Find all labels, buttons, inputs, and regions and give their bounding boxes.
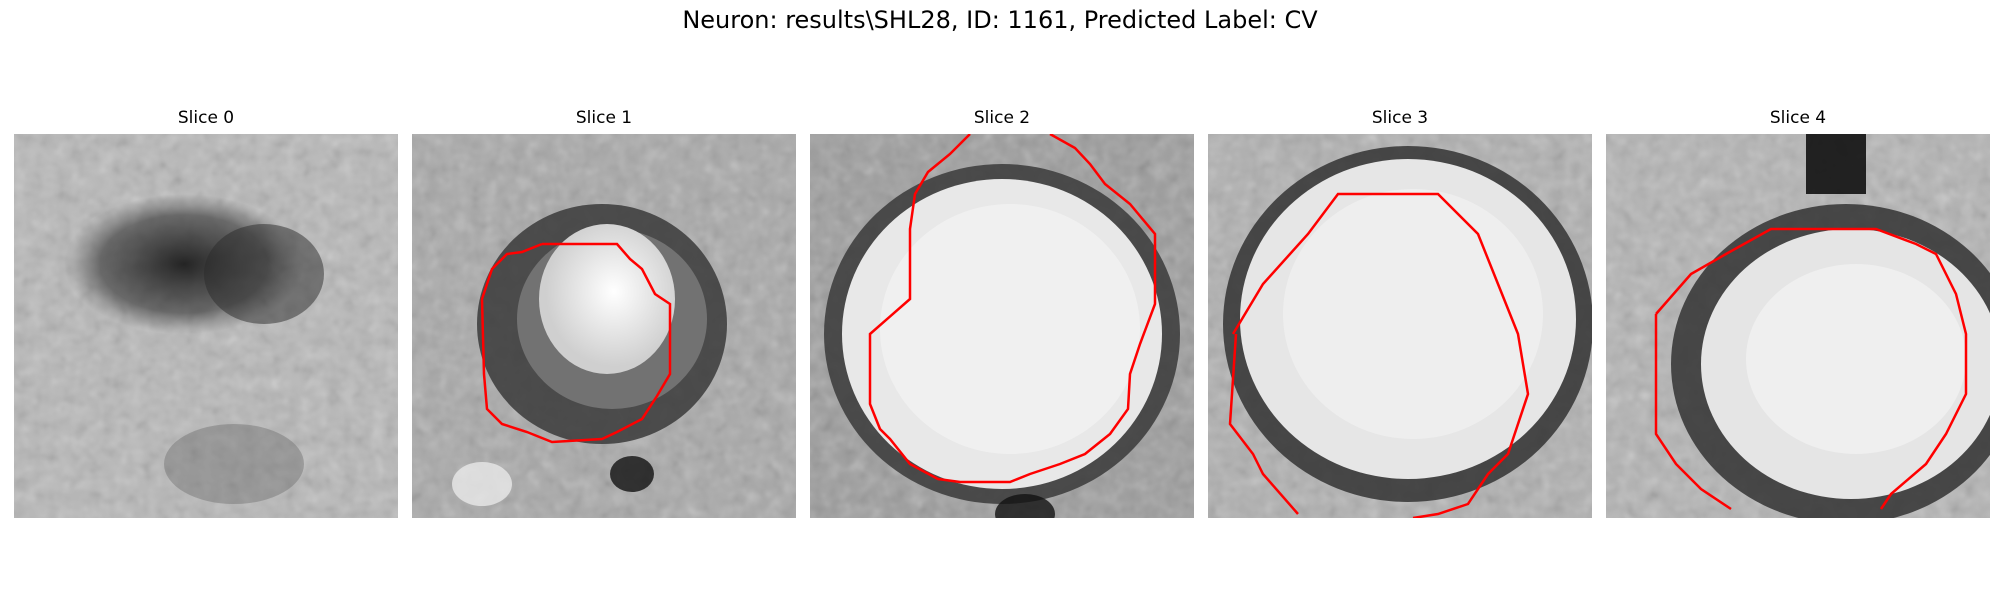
slice-panel-4: Slice 4 (1606, 108, 1990, 520)
slice-panel-0: Slice 0 (14, 108, 398, 520)
contour-line (868, 134, 1157, 484)
slice-image-0 (14, 134, 398, 518)
slice-title: Slice 0 (177, 108, 235, 128)
slice-title: Slice 3 (1371, 108, 1429, 128)
contour-line (1228, 333, 1299, 515)
slice-image-3 (1208, 134, 1592, 518)
slice-title: Slice 1 (575, 108, 633, 128)
slice-panel-2: Slice 2 (810, 108, 1194, 520)
slice-panel-3: Slice 3 (1208, 108, 1592, 520)
figure-title: Neuron: results\SHL28, ID: 1161, Predict… (682, 6, 1318, 34)
slice-panel-1: Slice 1 (412, 108, 796, 520)
slice-image-4 (1606, 134, 1990, 518)
slice-title: Slice 4 (1769, 108, 1827, 128)
slice-image-2 (810, 134, 1194, 518)
contour-line (480, 242, 672, 444)
contour-line (1654, 314, 1732, 511)
slice-image-1 (412, 134, 796, 518)
contour-line (1655, 227, 1968, 510)
slice-title: Slice 2 (973, 108, 1031, 128)
contour-line (1231, 192, 1530, 518)
